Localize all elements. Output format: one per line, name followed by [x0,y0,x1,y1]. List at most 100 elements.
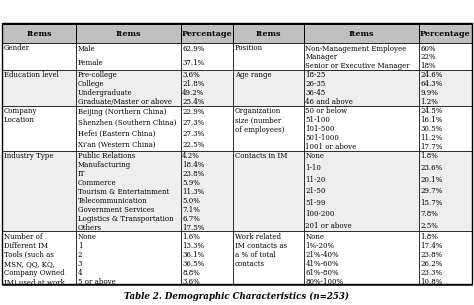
Text: Tourism & Entertainment: Tourism & Entertainment [78,188,169,196]
Bar [2,70,76,106]
Text: 23.6%: 23.6% [420,164,443,172]
Bar [181,106,234,151]
Bar [76,231,181,285]
Text: 80%-100%: 80%-100% [305,278,344,285]
Bar [76,24,181,43]
Text: 18-25: 18-25 [305,71,326,79]
Bar [419,43,472,70]
Text: Items: Items [27,30,52,38]
Text: Xi'an (Western China): Xi'an (Western China) [78,141,155,149]
Text: 16.1%: 16.1% [420,116,443,124]
Text: Public Relations: Public Relations [78,152,135,160]
Text: Work related
IM contacts as
a % of total
contacts: Work related IM contacts as a % of total… [235,233,287,268]
Text: 21%-40%: 21%-40% [305,251,339,259]
Bar [2,24,76,43]
Bar [2,23,472,284]
Text: Beijing (Northern China): Beijing (Northern China) [78,108,166,116]
Text: 11-20: 11-20 [305,175,326,184]
Text: None: None [305,233,324,241]
Text: Others: Others [78,224,102,232]
Text: 11.2%: 11.2% [420,134,443,142]
Bar [304,24,419,43]
Text: 1.8%: 1.8% [420,233,438,241]
Bar [304,151,419,231]
Text: Company
Location: Company Location [4,107,37,124]
Text: 24.6%: 24.6% [420,71,443,79]
Text: Logistics & Transportation: Logistics & Transportation [78,215,173,223]
Text: Male: Male [78,45,95,53]
Text: 1.2%: 1.2% [420,98,438,106]
Text: 1-10: 1-10 [305,164,321,172]
Text: Government Services: Government Services [78,206,154,214]
Bar [419,24,472,43]
Text: Items: Items [116,30,141,38]
Bar [2,231,76,285]
Text: 100-200: 100-200 [305,210,335,218]
Text: 64.3%: 64.3% [420,81,443,88]
Bar [304,231,419,285]
Bar [76,151,181,231]
Text: 501-1000: 501-1000 [305,134,339,142]
Text: Contacts in IM: Contacts in IM [235,152,287,160]
Text: 17.5%: 17.5% [182,224,204,232]
Text: 1.8%: 1.8% [420,152,438,160]
Text: 21-50: 21-50 [305,187,326,195]
Bar [181,24,234,43]
Bar [419,106,472,151]
Text: 61%-80%: 61%-80% [305,269,339,277]
Text: 201 or above: 201 or above [305,222,352,230]
Bar [419,70,472,106]
Bar [234,43,304,70]
Bar [234,106,304,151]
Text: 37.1%: 37.1% [182,59,204,66]
Text: Position: Position [235,45,263,52]
Text: 1001 or above: 1001 or above [305,143,356,151]
Bar [76,106,181,151]
Bar [76,70,181,106]
Text: Female: Female [78,59,103,66]
Text: 46 and above: 46 and above [305,98,353,106]
Bar [181,43,234,70]
Text: Undergraduate: Undergraduate [78,89,132,97]
Bar [234,231,304,285]
Text: 29.7%: 29.7% [420,187,443,195]
Bar [2,43,76,70]
Bar [234,70,304,106]
Bar [2,106,76,151]
Text: 23.3%: 23.3% [420,269,442,277]
Text: 27.3%: 27.3% [182,119,204,127]
Text: 17.4%: 17.4% [420,242,443,250]
Text: 17.7%: 17.7% [420,143,443,151]
Text: 51-99: 51-99 [305,199,326,206]
Text: 18.4%: 18.4% [182,161,204,169]
Text: 26.2%: 26.2% [420,260,443,267]
Text: 62.9%: 62.9% [182,45,204,53]
Text: Gender: Gender [4,45,30,52]
Text: 4: 4 [78,269,82,277]
Text: 11.3%: 11.3% [182,188,204,196]
Text: College: College [78,81,104,88]
Text: 5 or above: 5 or above [78,278,116,285]
Text: 5.0%: 5.0% [182,197,200,205]
Text: 26-35: 26-35 [305,81,326,88]
Text: Items: Items [348,30,374,38]
Text: 101-500: 101-500 [305,125,335,133]
Text: Manager: Manager [305,53,337,62]
Text: 36-45: 36-45 [305,89,326,97]
Text: 7.1%: 7.1% [182,206,200,214]
Bar [2,151,76,231]
Text: Senior or Executive Manager: Senior or Executive Manager [305,63,410,70]
Text: Age range: Age range [235,71,272,79]
Text: 1.6%: 1.6% [182,233,200,241]
Bar [304,43,419,70]
Text: Percentage: Percentage [182,30,232,38]
Text: 20.1%: 20.1% [420,175,443,184]
Bar [234,24,304,43]
Text: 25.4%: 25.4% [182,98,204,106]
Text: Number of
Different IM
Tools (such as
MSN, QQ, KQ,
Company Owned
IM) used at wor: Number of Different IM Tools (such as MS… [4,233,64,287]
Bar [304,70,419,106]
Text: 1: 1 [78,242,82,250]
Text: Telecommunication: Telecommunication [78,197,147,205]
Bar [181,231,234,285]
Text: 3: 3 [78,260,82,267]
